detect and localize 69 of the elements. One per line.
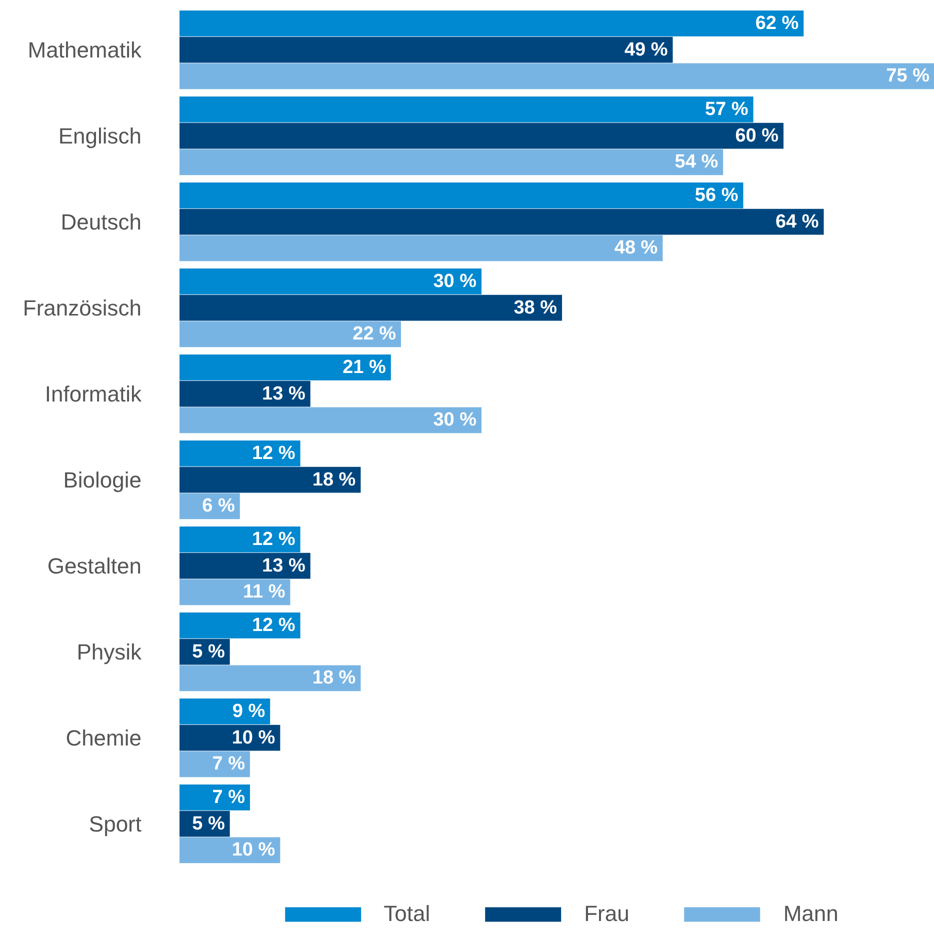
data-label: 10 % — [232, 840, 276, 861]
data-label: 10 % — [232, 727, 276, 748]
data-label: 30 % — [433, 410, 477, 431]
data-label: 48 % — [614, 238, 658, 259]
y-tick-label: Französisch — [22, 295, 142, 320]
bar — [180, 380, 310, 407]
y-tick-label: Englisch — [58, 123, 142, 148]
bar — [180, 182, 744, 208]
data-label: 56 % — [694, 184, 738, 206]
data-label: 6 % — [202, 496, 236, 517]
bar — [180, 837, 280, 864]
data-label: 12 % — [252, 614, 296, 636]
y-tick-label: Gestalten — [47, 553, 142, 578]
data-label: 11 % — [242, 582, 286, 603]
data-label: 30 % — [433, 270, 477, 292]
bar — [180, 208, 824, 235]
bar — [180, 552, 310, 579]
bar — [180, 526, 300, 552]
bar — [180, 698, 270, 724]
data-label: 9 % — [232, 700, 266, 722]
bar — [180, 784, 250, 810]
legend-label: Mann — [783, 901, 838, 927]
legend-label: Frau — [584, 901, 630, 927]
data-label: 13 % — [262, 555, 306, 576]
bar — [180, 96, 754, 122]
bar — [180, 294, 562, 321]
bar — [180, 63, 934, 90]
data-label: 54 % — [674, 152, 718, 173]
y-tick-label: Mathematik — [28, 37, 142, 62]
bar — [180, 149, 724, 176]
bar — [180, 751, 250, 778]
bar — [180, 122, 784, 149]
y-tick-label: Physik — [76, 639, 142, 664]
data-label: 18 % — [312, 668, 356, 689]
bar — [180, 440, 300, 466]
data-label: 57 % — [704, 98, 748, 120]
y-tick-label: Biologie — [63, 467, 142, 492]
data-label: 60 % — [735, 125, 779, 146]
data-label: 22 % — [352, 324, 396, 345]
data-label: 75 % — [886, 66, 930, 87]
data-label: 64 % — [775, 211, 819, 232]
data-label: 21 % — [342, 356, 386, 378]
bar — [180, 407, 482, 434]
bar — [180, 235, 663, 262]
bar — [180, 354, 391, 380]
bar — [180, 665, 361, 692]
data-label: 5 % — [192, 813, 225, 834]
data-label: 62 % — [755, 12, 799, 34]
bar — [180, 268, 482, 294]
data-label: 18 % — [312, 469, 356, 490]
y-tick-label: Chemie — [66, 725, 142, 750]
bar — [180, 579, 290, 606]
bar — [180, 466, 361, 493]
bar — [180, 10, 804, 36]
data-label: 49 % — [624, 39, 668, 60]
data-label: 12 % — [252, 528, 296, 550]
data-label: 13 % — [262, 383, 306, 404]
bar — [180, 36, 673, 63]
y-tick-label: Deutsch — [60, 209, 142, 234]
data-label: 12 % — [252, 442, 296, 464]
y-tick-label: Sport — [88, 811, 142, 836]
data-label: 7 % — [212, 754, 246, 775]
legend-label: Total — [384, 901, 430, 927]
data-label: 5 % — [192, 641, 225, 662]
bar — [180, 321, 401, 348]
bar — [180, 612, 300, 638]
data-label: 38 % — [514, 297, 558, 318]
y-tick-label: Informatik — [44, 381, 142, 406]
data-label: 7 % — [212, 786, 246, 808]
